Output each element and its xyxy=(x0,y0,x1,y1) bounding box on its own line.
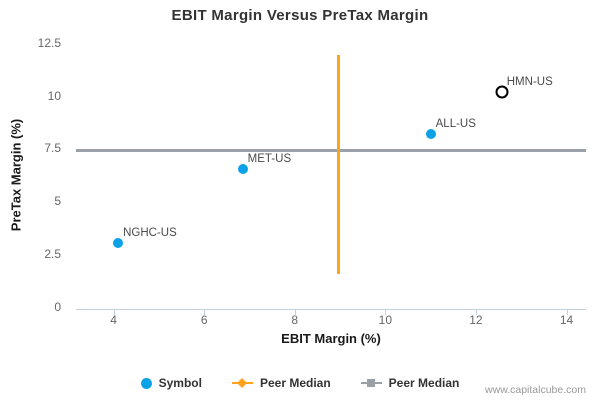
x-tick-mark xyxy=(294,309,296,315)
data-point-label-ALL-US: ALL-US xyxy=(435,118,476,131)
x-axis-line xyxy=(76,308,586,310)
data-point-HMN-US xyxy=(495,85,509,99)
data-point-MET-US xyxy=(237,164,248,175)
x-tick-mark xyxy=(475,309,477,315)
x-tick-label: 6 xyxy=(200,313,208,327)
chart-title: EBIT Margin Versus PreTax Margin xyxy=(171,7,429,24)
x-tick-label: 10 xyxy=(378,313,393,327)
y-axis-title: PreTax Margin (%) xyxy=(8,118,24,232)
data-point-label-HMN-US: HMN-US xyxy=(506,75,553,88)
legend-label: Peer Median xyxy=(259,376,331,390)
y-tick-label: 10 xyxy=(47,88,61,103)
y-tick-label: 2.5 xyxy=(44,246,61,261)
legend-label: Symbol xyxy=(158,376,202,390)
x-tick-label: 12 xyxy=(469,313,483,327)
x-tick-mark xyxy=(113,309,115,315)
peer-median-vline xyxy=(336,55,340,275)
y-tick-label: 12.5 xyxy=(37,35,61,50)
x-tick-label: 4 xyxy=(110,313,117,327)
legend-item-peer-median-vertical: Peer Median xyxy=(231,376,331,390)
x-axis-title: EBIT Margin (%) xyxy=(281,331,381,346)
data-point-NGHC-US xyxy=(113,237,124,248)
data-point-label-NGHC-US: NGHC-US xyxy=(123,226,177,239)
symbol-circle-icon xyxy=(140,377,152,389)
data-point-ALL-US xyxy=(425,129,436,140)
legend: Symbol Peer Median Peer Median xyxy=(0,374,600,392)
x-tick-label: 8 xyxy=(291,313,299,327)
x-tick-label: 14 xyxy=(559,313,574,327)
y-tick-label: 5 xyxy=(54,194,61,209)
peer-median-diamond-icon xyxy=(231,377,253,389)
watermark: www.capitalcube.com xyxy=(485,384,586,396)
legend-label: Peer Median xyxy=(388,376,460,390)
x-tick-mark xyxy=(385,309,387,315)
legend-item-peer-median-horizontal: Peer Median xyxy=(360,376,460,390)
legend-item-symbol: Symbol xyxy=(140,376,202,390)
peer-median-hline xyxy=(76,148,586,152)
data-point-label-MET-US: MET-US xyxy=(247,153,292,166)
y-tick-label: 0 xyxy=(54,299,61,314)
y-tick-label: 7.5 xyxy=(44,141,61,156)
x-tick-mark xyxy=(566,309,568,315)
peer-median-square-icon xyxy=(360,377,382,389)
x-tick-mark xyxy=(204,309,206,315)
